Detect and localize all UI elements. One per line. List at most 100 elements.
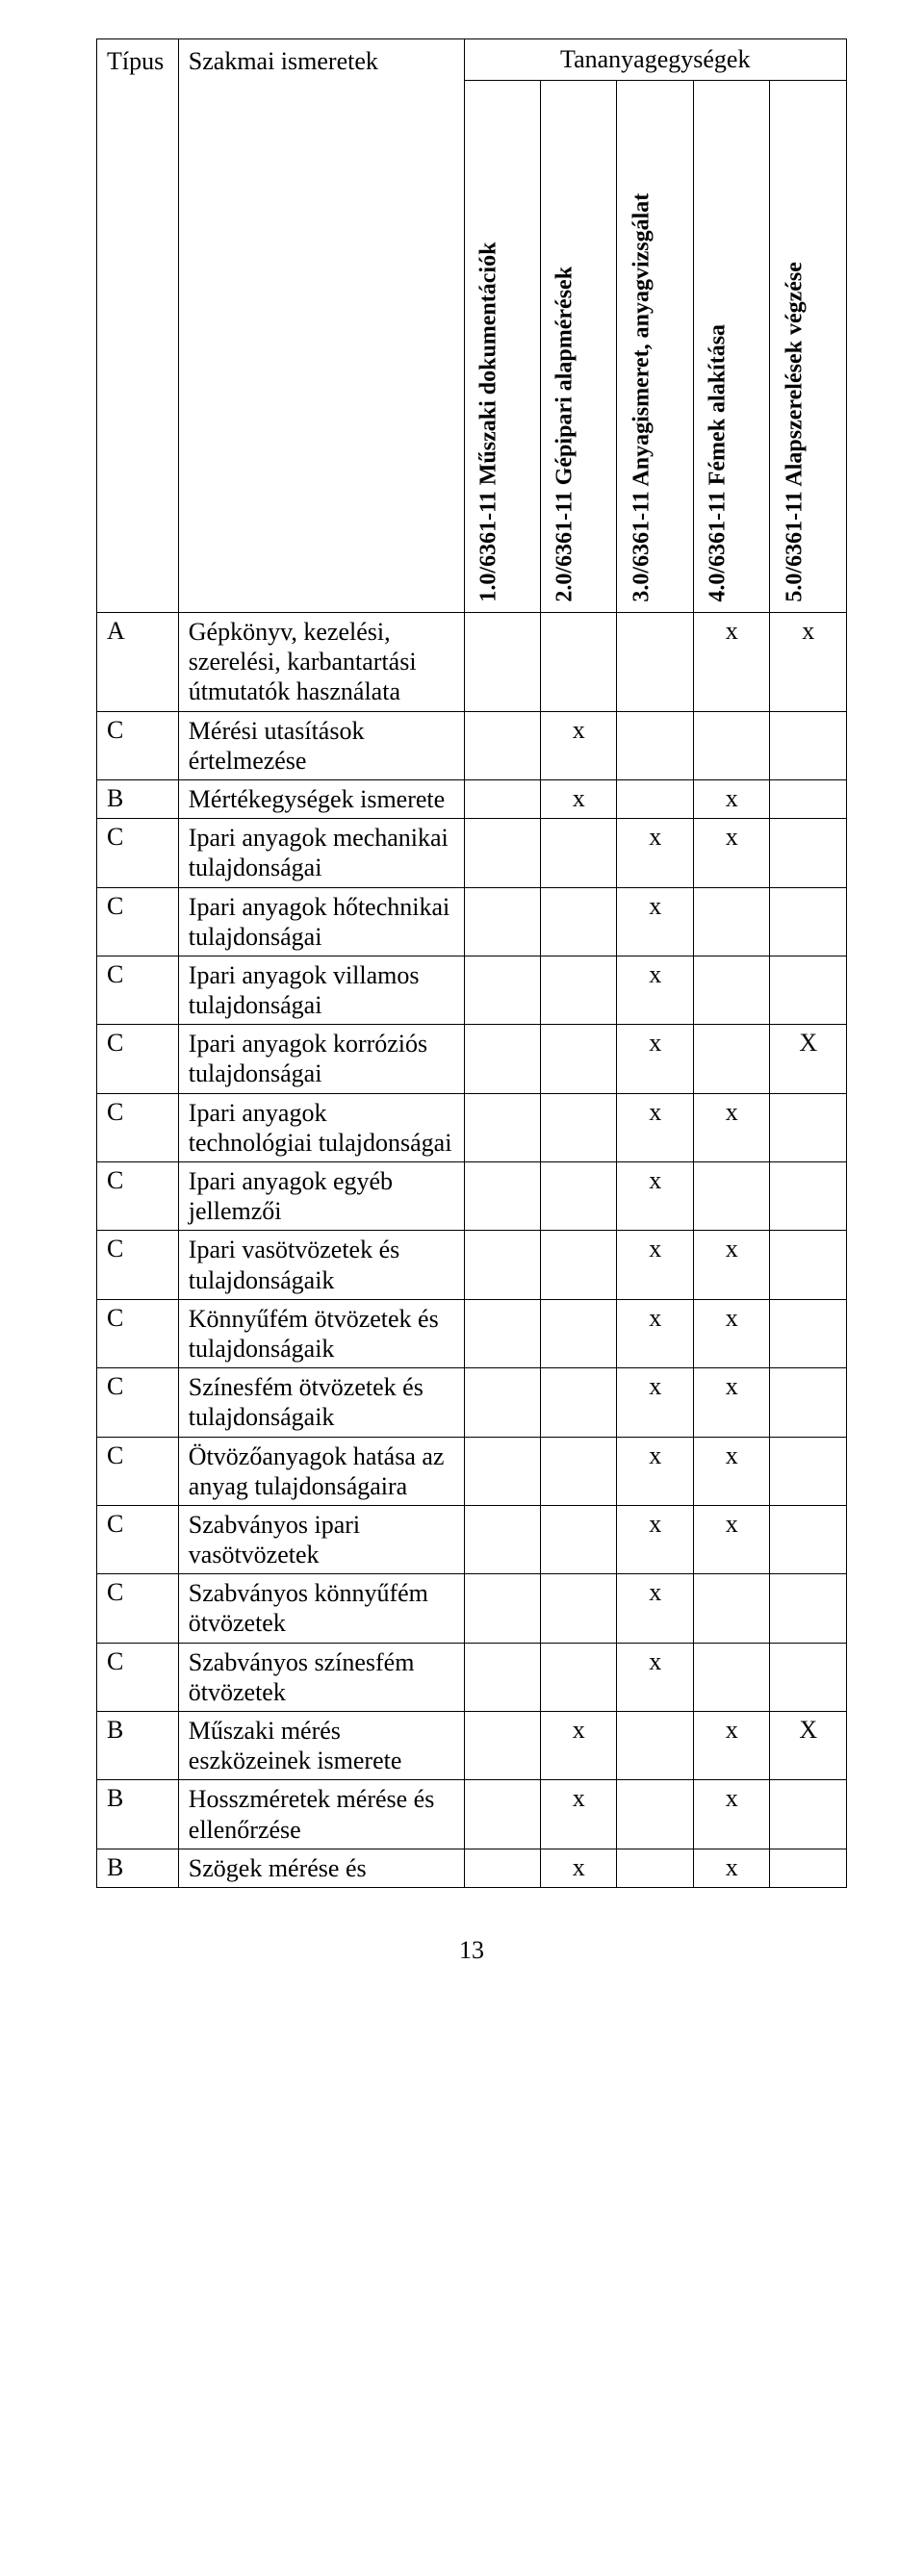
table-row: CSzabványos ipari vasötvözetekxx [97, 1505, 847, 1573]
type-cell: A [97, 613, 179, 712]
type-cell: C [97, 956, 179, 1024]
unit-header-4-label: 4.0/6361-11 Fémek alakítása [706, 324, 732, 602]
mark-cell [770, 1574, 847, 1643]
unit-header-4: 4.0/6361-11 Fémek alakítása [693, 81, 769, 613]
table-row: CSzabványos színesfém ötvözetekx [97, 1643, 847, 1711]
mark-cell: x [617, 1093, 693, 1161]
mark-cell [770, 1299, 847, 1367]
mark-cell [541, 1093, 617, 1161]
desc-cell: Szögek mérése és [178, 1849, 464, 1887]
mark-cell [770, 1643, 847, 1711]
mark-cell: x [617, 1505, 693, 1573]
desc-cell: Ipari anyagok villamos tulajdonságai [178, 956, 464, 1024]
header-units-group: Tananyagegységek [464, 39, 846, 81]
table-body: AGépkönyv, kezelési, szerelési, karbanta… [97, 613, 847, 1888]
mark-cell: x [770, 613, 847, 712]
mark-cell [770, 1437, 847, 1505]
type-cell: C [97, 1368, 179, 1437]
table-row: CIpari anyagok technológiai tulajdonsága… [97, 1093, 847, 1161]
table-row: CIpari anyagok hőtechnikai tulajdonságai… [97, 887, 847, 956]
table-row: BMértékegységek ismeretexx [97, 779, 847, 818]
mark-cell: x [617, 956, 693, 1024]
unit-header-3: 3.0/6361-11 Anyagismeret, anyagvizsgálat [617, 81, 693, 613]
type-cell: C [97, 819, 179, 887]
mark-cell: x [541, 1780, 617, 1849]
type-cell: C [97, 887, 179, 956]
mark-cell [541, 1643, 617, 1711]
mark-cell [770, 956, 847, 1024]
table-row: BHosszméretek mérése és ellenőrzésexx [97, 1780, 847, 1849]
page-container: Típus Szakmai ismeretek Tananyagegységek… [0, 0, 924, 2023]
table-row: CIpari anyagok korróziós tulajdonságaixX [97, 1025, 847, 1093]
table-row: CIpari anyagok egyéb jellemzőix [97, 1162, 847, 1231]
mark-cell [693, 1643, 769, 1711]
mark-cell [464, 956, 540, 1024]
unit-header-1-label: 1.0/6361-11 Műszaki dokumentációk [475, 242, 502, 602]
mark-cell: x [693, 613, 769, 712]
unit-header-5-label: 5.0/6361-11 Alapszerelések végzése [782, 263, 808, 602]
mark-cell [541, 1299, 617, 1367]
table-row: CSzínesfém ötvözetek és tulajdonságaikxx [97, 1368, 847, 1437]
mark-cell: x [617, 1368, 693, 1437]
mark-cell: x [693, 1712, 769, 1780]
mark-cell [541, 1368, 617, 1437]
desc-cell: Ötvözőanyagok hatása az anyag tulajdonsá… [178, 1437, 464, 1505]
mark-cell: x [693, 1299, 769, 1367]
table-row: BSzögek mérése ésxx [97, 1849, 847, 1887]
desc-cell: Műszaki mérés eszközeinek ismerete [178, 1712, 464, 1780]
mark-cell: x [693, 779, 769, 818]
header-desc: Szakmai ismeretek [178, 39, 464, 613]
mark-cell [541, 819, 617, 887]
mark-cell [693, 711, 769, 779]
mark-cell: x [617, 819, 693, 887]
mark-cell [541, 1162, 617, 1231]
table-row: CIpari anyagok mechanikai tulajdonságaix… [97, 819, 847, 887]
mark-cell: x [693, 1231, 769, 1299]
table-row: CMérési utasítások értelmezésex [97, 711, 847, 779]
mark-cell: x [617, 1437, 693, 1505]
type-cell: B [97, 1712, 179, 1780]
table-row: CKönnyűfém ötvözetek és tulajdonságaikxx [97, 1299, 847, 1367]
desc-cell: Ipari vasötvözetek és tulajdonságaik [178, 1231, 464, 1299]
table-row: CIpari anyagok villamos tulajdonságai x [97, 956, 847, 1024]
mark-cell [770, 779, 847, 818]
header-type: Típus [97, 39, 179, 613]
type-cell: C [97, 1299, 179, 1367]
mark-cell [617, 779, 693, 818]
mark-cell [464, 1643, 540, 1711]
mark-cell [464, 613, 540, 712]
mark-cell [541, 1574, 617, 1643]
type-cell: B [97, 1780, 179, 1849]
mark-cell: x [693, 1093, 769, 1161]
type-cell: C [97, 1437, 179, 1505]
mark-cell: x [617, 1643, 693, 1711]
mark-cell [617, 613, 693, 712]
mark-cell [617, 1712, 693, 1780]
mark-cell: x [617, 1231, 693, 1299]
header-row-group: Típus Szakmai ismeretek Tananyagegységek [97, 39, 847, 81]
mark-cell [693, 956, 769, 1024]
desc-cell: Hosszméretek mérése és ellenőrzése [178, 1780, 464, 1849]
unit-header-1: 1.0/6361-11 Műszaki dokumentációk [464, 81, 540, 613]
mark-cell: x [541, 1849, 617, 1887]
type-cell: C [97, 1025, 179, 1093]
mark-cell [770, 1093, 847, 1161]
table-row: AGépkönyv, kezelési, szerelési, karbanta… [97, 613, 847, 712]
desc-cell: Ipari anyagok korróziós tulajdonságai [178, 1025, 464, 1093]
table-row: CSzabványos könnyűfém ötvözetekx [97, 1574, 847, 1643]
mark-cell: x [541, 1712, 617, 1780]
mark-cell [770, 1231, 847, 1299]
mark-cell: x [541, 779, 617, 818]
type-cell: C [97, 1574, 179, 1643]
mark-cell [541, 1505, 617, 1573]
type-cell: B [97, 1849, 179, 1887]
mark-cell [617, 711, 693, 779]
mark-cell [464, 819, 540, 887]
mark-cell [464, 1849, 540, 1887]
desc-cell: Szabványos könnyűfém ötvözetek [178, 1574, 464, 1643]
mark-cell [541, 613, 617, 712]
page-number: 13 [96, 1936, 847, 1965]
type-cell: C [97, 711, 179, 779]
mark-cell [770, 1849, 847, 1887]
mark-cell: x [617, 887, 693, 956]
